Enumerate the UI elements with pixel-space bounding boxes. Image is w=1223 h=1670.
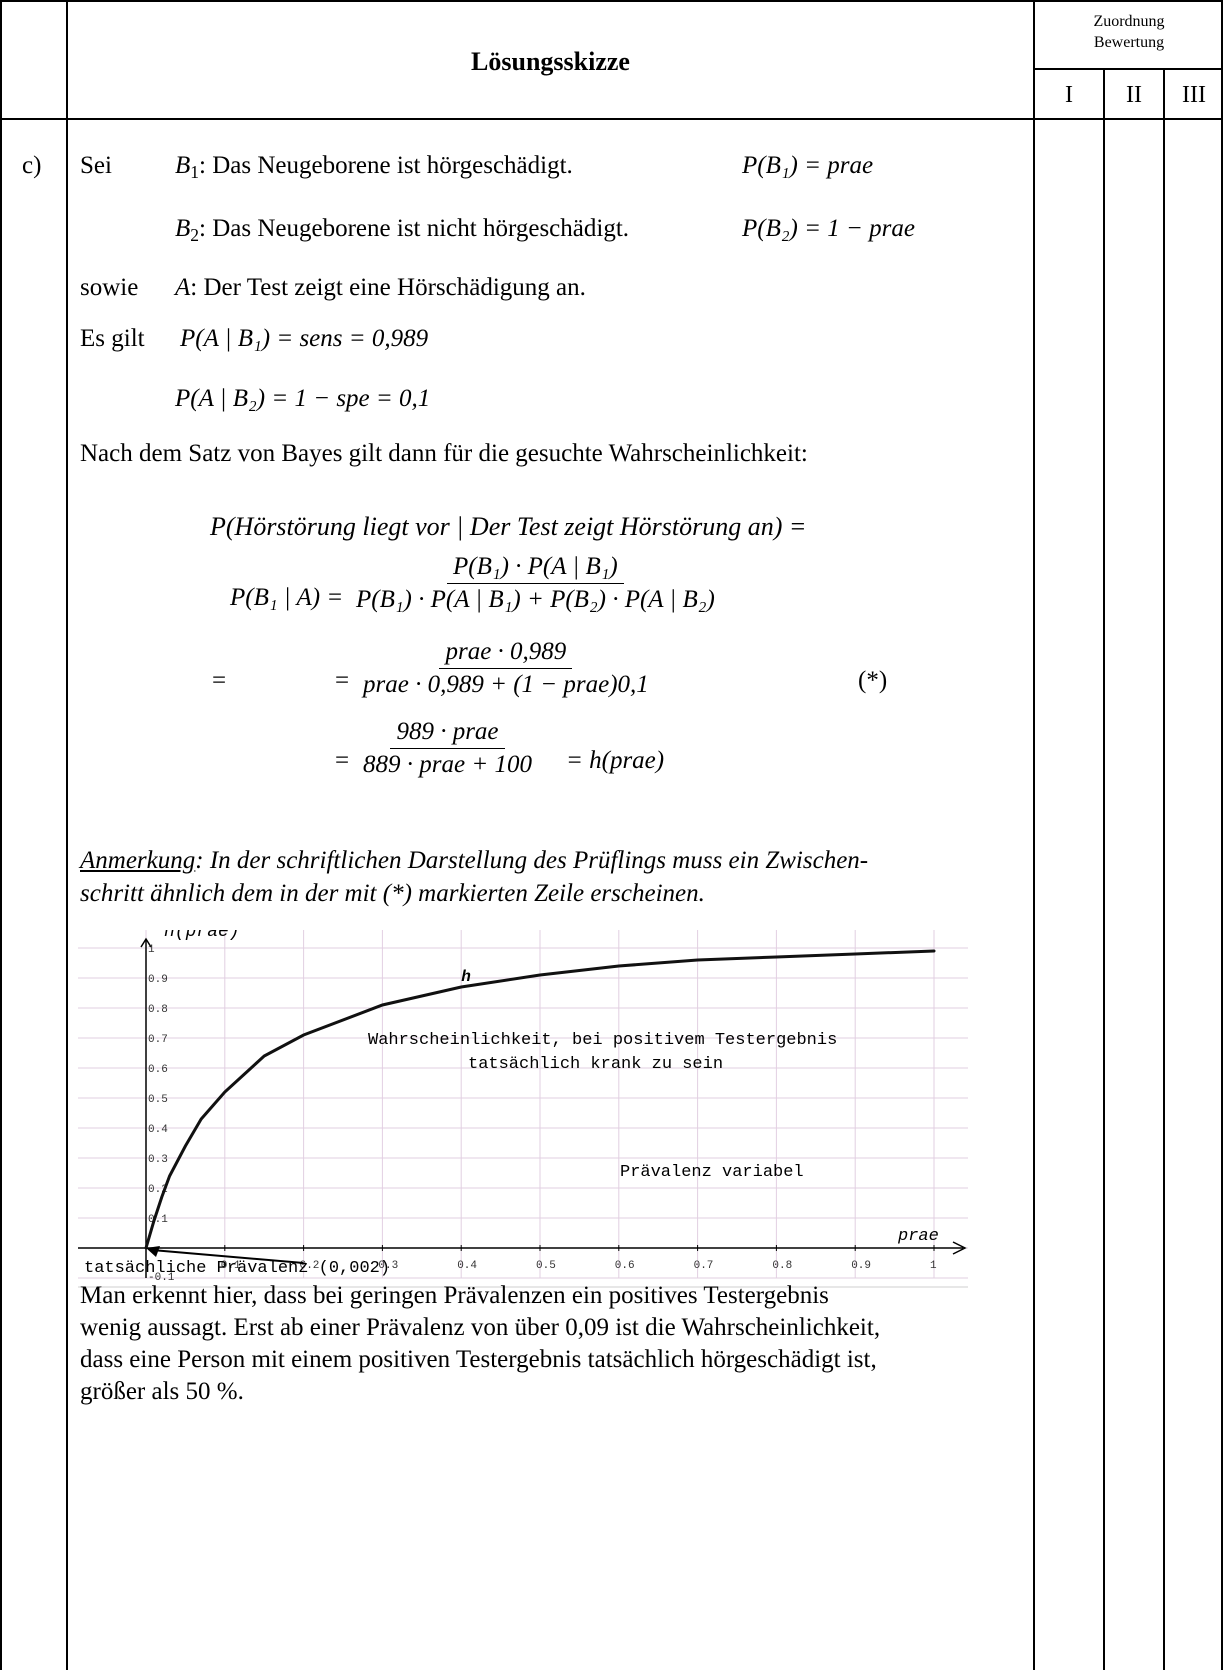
page-title: Lösungsskizze [471,47,630,76]
y-tick-label: 0.4 [148,1124,168,1136]
spe-equation: P(A | B₂) = 1 − spe = 0,1 [175,385,431,412]
level-II: II [1126,82,1142,108]
x-axis-arrow [952,1241,967,1255]
x-tick-label: 0.6 [615,1260,635,1272]
y-tick-label: 0.3 [148,1154,168,1166]
table-col-label-divider [66,0,68,1670]
y-axis-arrow [140,937,152,948]
h-prae-chart: 0.1 0.2 0.3 0.4 0.5 0.6 0.7 0.8 0.9 10.10.20.30.4… [78,930,968,1288]
formula-fraction-3: 989 · prae 889 · prae + 100 [357,718,538,779]
x-axis-label: prae [897,1227,939,1246]
y-tick-label: 0.9 [148,974,168,986]
chart-labels: h h(prae) prae Wahrscheinlichkeit, bei posi… [84,930,939,1278]
formula-lhs: P(B₁ | A) = [230,584,344,611]
note-line-1: Anmerkung: In der schriftlichen Darstell… [80,847,869,874]
formula-equals-left: = [212,667,227,694]
table-col-III-divider [1163,69,1165,1670]
formula-fraction-2: prae · 0,989 prae · 0,989 + (1 − prae)0,1 [357,638,655,699]
header-subdivider [1033,68,1223,70]
header-zuordnung: Zuordnung [1093,13,1165,30]
header-bottom-border [0,118,1223,120]
y-tick-label: 0.7 [148,1034,168,1046]
x-tick-label: 0.3 [378,1260,398,1272]
note-label: Anmerkung [80,847,196,874]
b2-definition: B2: Das Neugeborene ist nicht hörgeschäd… [175,215,630,245]
table-border-left [0,0,2,1670]
y-tick-label: 0.8 [148,1004,168,1016]
x-tick-label: 0.7 [694,1260,714,1272]
conclusion-line-2: wenig aussagt. Erst ab einer Prävalenz v… [80,1314,881,1341]
sei-label: Sei [80,152,112,179]
y-tick-label: 1 [148,944,155,956]
a-definition: A: Der Test zeigt eine Hörschädigung an. [175,274,586,301]
es-gilt-label: Es gilt [80,325,145,352]
y-tick-label-neg: -0.1 [148,1272,175,1284]
table-border-right [1221,0,1223,1670]
b2-probability: P(B₂) = 1 − prae [742,215,915,242]
annotation-arrow [151,1249,304,1264]
annotation-tatsaechliche-praevalenz: tatsächliche Prävalenz (0,002) [84,1259,390,1278]
annotation-krank: tatsächlich krank zu sein [468,1055,723,1074]
table-col-I-divider [1033,0,1035,1670]
y-tick-label: 0.6 [148,1064,168,1076]
level-I: I [1065,82,1073,108]
x-tick-label: 0.2 [300,1260,320,1272]
chart-grid [78,930,968,1288]
table-col-II-divider [1103,69,1105,1670]
conclusion-line-3: dass eine Person mit einem positiven Tes… [80,1346,877,1373]
formula-equals-3: = [335,747,350,774]
formula-fraction-1: P(B₁) · P(A | B₁) P(B₁) · P(A | B₁) + P(B… [350,553,721,614]
x-tick-label: 0.9 [851,1260,871,1272]
formula-marker: (*) [858,667,888,694]
b1-probability: P(B₁) = prae [742,152,874,179]
y-tick-label: 0.1 [148,1214,168,1226]
header-bewertung: Bewertung [1093,34,1165,51]
table-border-top [0,0,1223,2]
fraction-2-numerator: prae · 0,989 [439,638,573,669]
fraction-3-numerator: 989 · prae [390,718,505,749]
chart-curve [144,949,936,1250]
sens-equation: P(A | B₁) = sens = 0,989 [180,325,429,352]
annotation-arrowhead [146,1246,160,1257]
chart-axes [78,937,967,1278]
formula-equals-2: = [335,667,350,694]
bayes-intro: Nach dem Satz von Bayes gilt dann für di… [80,440,808,467]
series-name-h: h [461,968,471,986]
y-tick-label: 0.5 [148,1094,168,1106]
y-axis-label: h(prae) [164,930,240,942]
formula-line1: P(Hörstörung liegt vor | Der Test zeigt … [210,512,807,541]
level-III: III [1182,82,1206,108]
chart-ticks: 0.1 0.2 0.3 0.4 0.5 0.6 0.7 0.8 0.9 10.10.20.30.4… [148,944,937,1284]
x-tick-label: 0.5 [536,1260,556,1272]
x-tick-label: 0.1 [221,1260,241,1272]
annotation-probability: Wahrscheinlichkeit, bei positivem Tester… [368,1031,837,1050]
b1-definition: B1: Das Neugeborene ist hörgeschädigt. [175,152,573,182]
formula-result: = h(prae) [566,747,665,774]
conclusion-line-1: Man erkennt hier, dass bei geringen Präv… [80,1282,829,1309]
part-label: c) [22,152,42,179]
h-curve [144,949,936,1250]
note-line-2: schritt ähnlich dem in der mit (*) marki… [80,880,705,907]
annotation-praevalenz-variabel: Prävalenz variabel [620,1163,804,1182]
fraction-3-denominator: 889 · prae + 100 [363,751,532,778]
fraction-1-numerator: P(B₁) · P(A | B₁) [447,553,624,584]
fraction-1-denominator: P(B₁) · P(A | B₁) + P(B₂) · P(A | B₂) [356,586,715,613]
sowie-label: sowie [80,274,139,301]
fraction-2-denominator: prae · 0,989 + (1 − prae)0,1 [363,671,649,698]
conclusion-line-4: größer als 50 %. [80,1378,244,1405]
x-tick-label: 0.4 [457,1260,477,1272]
x-tick-label: 1 [930,1260,937,1272]
x-tick-label: 0.8 [772,1260,792,1272]
